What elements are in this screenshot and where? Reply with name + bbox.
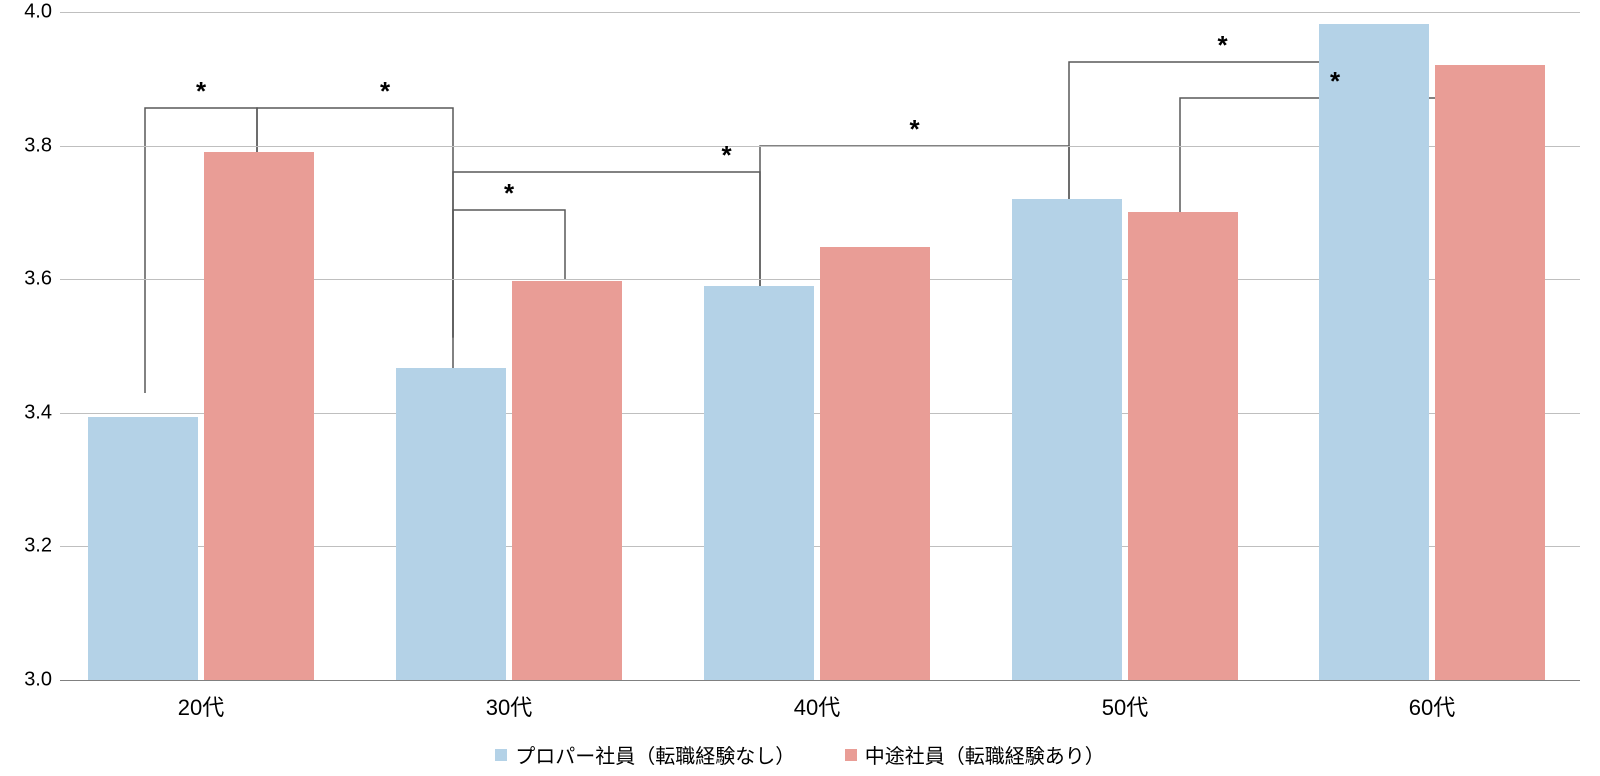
ytick-label: 4.0 — [24, 1, 52, 24]
legend-swatch-series1 — [495, 749, 507, 761]
x-axis-label: 50代 — [1102, 690, 1148, 722]
sig-star: * — [1330, 68, 1340, 94]
ytick-label: 3.8 — [24, 134, 52, 157]
ytick-label: 3.6 — [24, 268, 52, 291]
x-axis-label: 60代 — [1409, 690, 1455, 722]
ytick-label: 3.4 — [24, 401, 52, 424]
bar-series2 — [1128, 212, 1238, 680]
legend-swatch-series2 — [845, 749, 857, 761]
bar-series1 — [88, 417, 198, 680]
bar-series2 — [512, 281, 622, 680]
gridline — [60, 12, 1580, 13]
sig-star: * — [504, 180, 514, 206]
bar-series1 — [1012, 199, 1122, 680]
sig-star: * — [196, 78, 206, 104]
legend-item-series2: 中途社員（転職経験あり） — [845, 740, 1105, 769]
ytick-label: 3.0 — [24, 669, 52, 692]
baseline — [60, 680, 1580, 681]
sig-star: * — [909, 116, 919, 142]
bar-series1 — [704, 286, 814, 680]
x-axis-label: 20代 — [178, 690, 224, 722]
x-axis-label: 40代 — [794, 690, 840, 722]
legend-item-series1: プロパー社員（転職経験なし） — [495, 740, 795, 769]
legend-label-series1: プロパー社員（転職経験なし） — [515, 740, 795, 769]
bar-series2 — [204, 152, 314, 680]
bar-series1 — [396, 368, 506, 680]
sig-star: * — [1217, 32, 1227, 58]
sig-star: * — [380, 78, 390, 104]
bar-series1 — [1319, 24, 1429, 680]
x-axis-label: 30代 — [486, 690, 532, 722]
sig-star: * — [721, 142, 731, 168]
grouped-bar-chart: プロパー社員（転職経験なし） 中途社員（転職経験あり） 3.0 3.2 3.4 3.6… — [0, 0, 1600, 776]
bar-series2 — [1435, 65, 1545, 680]
ytick-label: 3.2 — [24, 535, 52, 558]
legend-label-series2: 中途社員（転職経験あり） — [865, 740, 1105, 769]
bar-series2 — [820, 247, 930, 680]
legend: プロパー社員（転職経験なし） 中途社員（転職経験あり） — [0, 740, 1600, 769]
